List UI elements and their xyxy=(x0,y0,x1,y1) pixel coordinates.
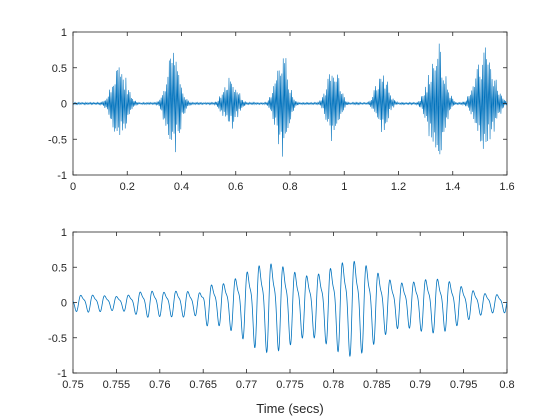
bottom-axes: 0.75 0.755 0.76 0.765 0.77 0.775 0.78 0.785 0.79… xyxy=(48,227,515,416)
x-tick-label: 0.8 xyxy=(282,181,297,193)
y-tick-label: 1 xyxy=(61,27,67,39)
x-tick-label: 0.2 xyxy=(120,181,135,193)
y-tick-label: 0 xyxy=(61,298,67,310)
x-tick-label: 0.785 xyxy=(363,379,391,391)
x-tick-label: 0.795 xyxy=(450,379,478,391)
top-axes: 0 0.2 0.4 0.6 0.8 1 1.2 1.4 1.6 -1 -0.5 0 0.5 1 xyxy=(48,27,515,193)
x-tick-label: 0.77 xyxy=(236,379,257,391)
x-tick-label: 1.6 xyxy=(499,181,514,193)
top-axes-ticks: 0 0.2 0.4 0.6 0.8 1 1.2 1.4 1.6 -1 -0.5 0 0.5 1 xyxy=(48,27,515,193)
x-tick-label: 0.79 xyxy=(409,379,430,391)
x-tick-label: 0.75 xyxy=(62,379,83,391)
bottom-x-axis-label: Time (secs) xyxy=(256,401,323,416)
bottom-axes-ticks: 0.75 0.755 0.76 0.765 0.77 0.775 0.78 0.785 0.79… xyxy=(48,227,515,391)
x-tick-label: 0.6 xyxy=(228,181,243,193)
y-tick-label: 1 xyxy=(61,227,67,239)
bottom-waveform-line xyxy=(73,260,507,357)
x-tick-label: 1.2 xyxy=(391,181,406,193)
y-tick-label: -1 xyxy=(57,170,67,182)
x-tick-label: 1.4 xyxy=(445,181,460,193)
x-tick-label: 0.4 xyxy=(174,181,189,193)
x-tick-label: 0.765 xyxy=(189,379,217,391)
y-tick-label: -1 xyxy=(57,368,67,380)
y-tick-label: 0.5 xyxy=(52,63,67,75)
y-tick-label: 0.5 xyxy=(52,262,67,274)
y-tick-label: -0.5 xyxy=(48,333,67,345)
x-tick-label: 0.8 xyxy=(499,379,514,391)
x-tick-label: 0.775 xyxy=(276,379,304,391)
x-tick-label: 0.755 xyxy=(103,379,131,391)
x-tick-label: 1 xyxy=(341,181,347,193)
x-tick-label: 0.76 xyxy=(149,379,170,391)
y-tick-label: 0 xyxy=(61,99,67,111)
x-tick-label: 0.78 xyxy=(323,379,344,391)
top-waveform-line xyxy=(73,43,507,157)
x-tick-label: 0 xyxy=(70,181,76,193)
y-tick-label: -0.5 xyxy=(48,134,67,146)
